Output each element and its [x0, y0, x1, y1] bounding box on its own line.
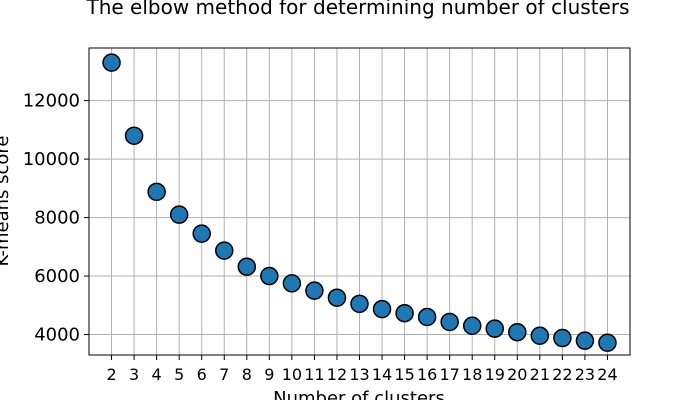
- x-tick-label: 15: [394, 365, 414, 384]
- y-tick-label: 6000: [34, 266, 80, 287]
- data-point: [192, 224, 211, 243]
- x-tick-label: 5: [174, 365, 184, 384]
- x-tick-label: 11: [304, 365, 324, 384]
- x-axis-label: Number of clusters: [273, 388, 445, 400]
- x-tick-label: 23: [575, 365, 595, 384]
- x-tick-label: 3: [129, 365, 139, 384]
- data-point: [508, 322, 527, 342]
- x-tick-label: 9: [264, 365, 274, 384]
- x-tick-label: 7: [219, 365, 229, 384]
- data-point: [102, 53, 121, 72]
- x-tick-label: 17: [439, 365, 459, 384]
- x-tick-label: 18: [462, 365, 482, 384]
- data-point: [350, 294, 369, 314]
- data-point: [282, 274, 302, 293]
- data-point: [530, 326, 550, 345]
- data-point: [147, 182, 166, 202]
- data-point: [215, 241, 234, 260]
- x-tick-label: 12: [327, 365, 347, 384]
- x-tick-label: 19: [485, 365, 505, 384]
- x-tick-label: 13: [349, 365, 369, 384]
- data-point: [485, 319, 504, 338]
- data-point: [395, 303, 414, 323]
- data-point: [124, 126, 144, 145]
- x-tick-label: 2: [106, 365, 116, 384]
- grid: [89, 48, 630, 355]
- data-point: [553, 328, 572, 348]
- data-point: [305, 281, 324, 300]
- chart-title: The elbow method for determining number …: [85, 0, 629, 19]
- x-tick-label: 20: [507, 365, 527, 384]
- data-point: [417, 307, 437, 327]
- data-point: [260, 266, 279, 286]
- x-tick-label: 8: [242, 365, 252, 384]
- x-tick-label: 22: [552, 365, 572, 384]
- x-tick-label: 14: [372, 365, 392, 384]
- x-axis: 2 3 4 5 6 7 8 9 10 11 12 13 14 15 16 17 18 19 20 21 22 23 24: [106, 355, 618, 384]
- data-point: [169, 205, 189, 224]
- data-points: [102, 53, 617, 352]
- x-tick-label: 16: [417, 365, 437, 384]
- y-tick-label: 12000: [23, 91, 80, 112]
- data-point: [237, 257, 257, 276]
- data-point: [372, 299, 392, 319]
- data-point: [598, 333, 617, 352]
- x-tick-label: 24: [597, 365, 617, 384]
- x-tick-label: 10: [282, 365, 302, 384]
- y-axis-label: K-means score: [0, 136, 13, 267]
- y-axis: 4000 6000 8000 10000 12000: [23, 91, 89, 346]
- x-tick-label: 21: [530, 365, 550, 384]
- y-tick-label: 8000: [34, 208, 80, 229]
- data-point: [575, 331, 595, 350]
- y-tick-label: 4000: [34, 325, 80, 346]
- data-point: [440, 312, 459, 332]
- data-point: [327, 288, 347, 307]
- data-point: [462, 316, 482, 336]
- y-tick-label: 10000: [23, 149, 80, 170]
- x-tick-label: 6: [197, 365, 207, 384]
- x-tick-label: 4: [152, 365, 162, 384]
